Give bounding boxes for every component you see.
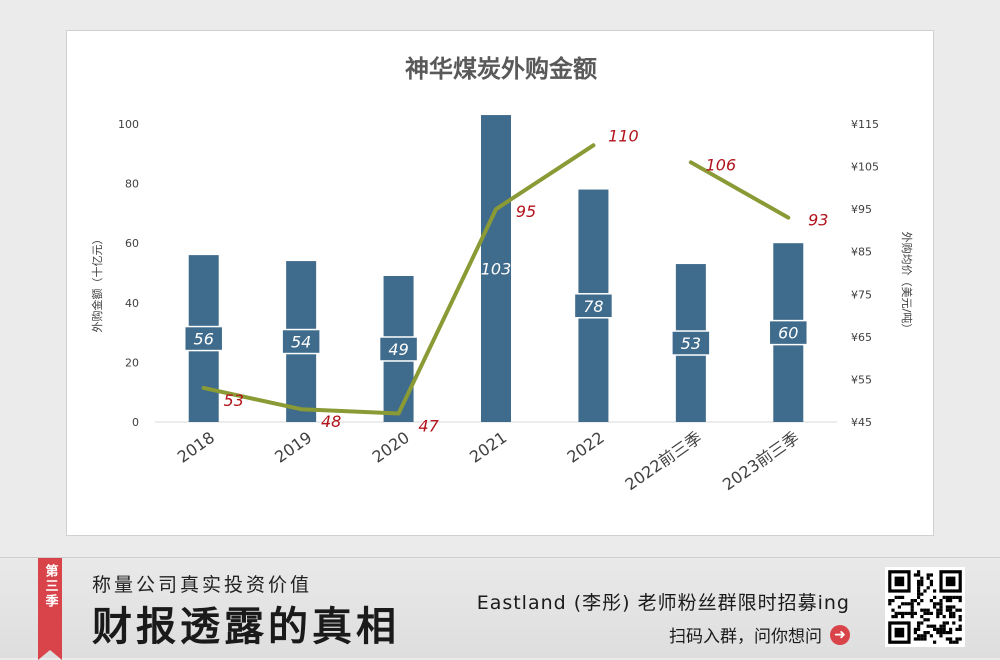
x-tick-label: 2022前三季: [622, 428, 706, 494]
y2-tick-label: ¥115: [851, 118, 879, 131]
price-value-label: 48: [321, 412, 341, 431]
x-tick-label: 2018: [174, 428, 218, 467]
y-tick-label: 60: [125, 237, 139, 250]
bar-label-box: [671, 330, 711, 356]
bar-label-box: [768, 319, 809, 346]
bar-value-label: 103: [481, 260, 512, 279]
bar-value-label: 78: [583, 297, 603, 316]
price-value-label: 47: [418, 416, 439, 435]
bar-label-box: [281, 328, 321, 355]
bar-2021: [481, 115, 511, 422]
qr-code-icon[interactable]: [885, 567, 965, 647]
recruit-text: Eastland (李彤) 老师粉丝群限时招募ing: [476, 592, 850, 614]
y2-tick-label: ¥105: [851, 161, 879, 174]
bar-value-label: 60: [778, 324, 798, 343]
price-value-label: 93: [808, 211, 828, 230]
bar-value-label: 54: [291, 333, 311, 352]
promo-banner: 第三季 称量公司真实投资价值 财报透露的真相 Eastland (李彤) 老师粉…: [0, 557, 1000, 660]
x-tick-label: 2019: [271, 428, 315, 467]
scan-text: 扫码入群，问你想问: [669, 627, 822, 647]
chart-title: 神华煤炭外购金额: [405, 55, 597, 83]
price-value-label: 106: [706, 155, 737, 174]
chart-frame: 神华煤炭外购金额 0 20 40 60 80 100 ¥45 ¥55 ¥65 ¥75 ¥85 ¥95 ¥1…: [66, 30, 934, 536]
x-tick-label: 2021: [466, 428, 510, 467]
price-line-segment-1: [201, 143, 596, 416]
y2-tick-label: ¥55: [851, 373, 872, 386]
y2-tick-label: ¥75: [851, 288, 872, 301]
price-value-label: 110: [608, 126, 639, 145]
bar-value-label: 53: [681, 334, 701, 353]
bar-label-box: [183, 325, 224, 352]
y-tick-label: 40: [125, 297, 139, 310]
bar-value-label: 49: [388, 340, 408, 359]
y2-tick-label: ¥85: [851, 246, 872, 259]
arrow-right-icon[interactable]: ➜: [830, 624, 850, 645]
y-tick-label: 80: [125, 178, 139, 191]
slogan-text: 称量公司真实投资价值: [92, 574, 313, 596]
x-tick-label: 2022: [563, 428, 607, 467]
season-label: 第三季: [42, 564, 58, 609]
y-axis-label: 外购金额（十亿元）: [90, 234, 104, 333]
price-value-label: 95: [516, 202, 536, 221]
y2-tick-label: ¥45: [851, 416, 872, 429]
bar-label-box: [378, 336, 419, 362]
coal-purchase-chart: 神华煤炭外购金额 0 20 40 60 80 100 ¥45 ¥55 ¥65 ¥75 ¥85 ¥95 ¥1…: [90, 55, 914, 494]
y2-tick-label: ¥95: [851, 203, 872, 216]
price-line-segment-2: [688, 160, 791, 220]
x-tick-label: 2023前三季: [719, 428, 803, 494]
x-tick-label: 2020: [369, 428, 413, 467]
scan-prompt[interactable]: 扫码入群，问你想问 ➜: [669, 622, 850, 647]
y2-tick-label: ¥65: [851, 331, 872, 344]
bar-value-label: 56: [194, 330, 214, 349]
y2-axis-label: 外购均价（美元/吨）: [900, 232, 914, 335]
y-tick-label: 100: [118, 118, 139, 131]
y-tick-label: 20: [125, 356, 139, 369]
bar-label-box: [573, 293, 614, 319]
brand-title: 财报透露的真相: [92, 603, 400, 650]
price-value-label: 53: [224, 391, 244, 410]
season-ribbon: 第三季: [38, 558, 62, 660]
y-tick-label: 0: [132, 416, 139, 429]
